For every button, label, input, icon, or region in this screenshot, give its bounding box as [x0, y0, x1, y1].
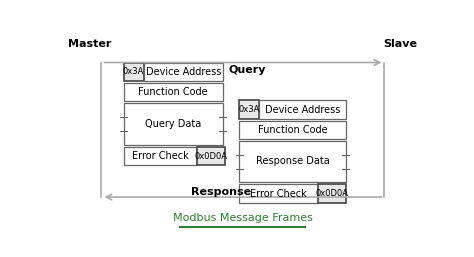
- Text: Error Check: Error Check: [250, 189, 307, 199]
- Bar: [239, 141, 346, 182]
- Bar: [318, 184, 346, 203]
- Text: Error Check: Error Check: [132, 151, 189, 161]
- Bar: [239, 121, 346, 139]
- Text: Device Address: Device Address: [265, 105, 340, 115]
- Bar: [124, 83, 223, 101]
- Text: Slave: Slave: [383, 39, 418, 49]
- Text: Response Data: Response Data: [255, 157, 329, 167]
- Bar: [239, 100, 259, 119]
- Text: Query: Query: [228, 66, 266, 75]
- Text: Function Code: Function Code: [138, 87, 208, 97]
- Bar: [124, 62, 144, 81]
- Bar: [124, 103, 223, 145]
- Bar: [197, 146, 225, 166]
- Text: 0x0D0A: 0x0D0A: [316, 189, 348, 198]
- Text: Modbus Message Frames: Modbus Message Frames: [173, 213, 313, 223]
- Text: Device Address: Device Address: [146, 67, 221, 77]
- Bar: [124, 146, 197, 166]
- Bar: [259, 100, 346, 119]
- Text: Function Code: Function Code: [258, 125, 328, 135]
- Text: 0x3A: 0x3A: [239, 105, 260, 114]
- Text: 0x0D0A: 0x0D0A: [194, 152, 227, 161]
- Bar: [144, 62, 223, 81]
- Text: Master: Master: [68, 39, 112, 49]
- Text: Query Data: Query Data: [145, 119, 201, 129]
- Bar: [239, 184, 318, 203]
- Text: 0x3A: 0x3A: [123, 67, 144, 76]
- Text: Response: Response: [191, 187, 252, 197]
